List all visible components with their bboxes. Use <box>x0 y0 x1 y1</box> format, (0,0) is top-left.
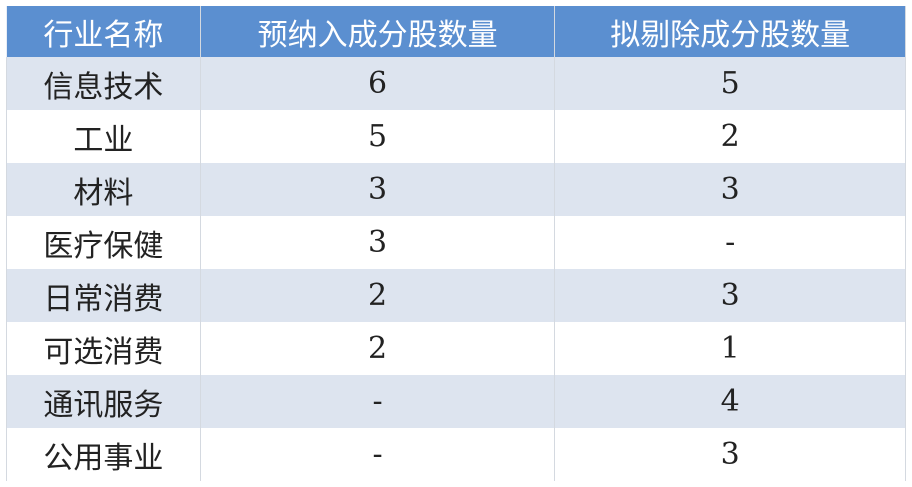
industry-cell: 工业 <box>6 110 201 163</box>
header-row: 行业名称 预纳入成分股数量 拟剔除成分股数量 <box>6 6 906 57</box>
industry-cell: 公用事业 <box>6 428 201 481</box>
remove-count-cell: 3 <box>554 269 906 322</box>
add-count-cell: 2 <box>199 269 556 322</box>
add-count-cell: 5 <box>199 110 556 163</box>
remove-count-cell: 1 <box>554 322 906 375</box>
industry-cell: 信息技术 <box>6 57 201 110</box>
header-add-count: 预纳入成分股数量 <box>199 6 556 57</box>
table-row: 公用事业 -3 <box>6 428 906 481</box>
header-remove-count: 拟剔除成分股数量 <box>554 6 906 57</box>
remove-count-cell: 4 <box>554 375 906 428</box>
add-count-cell: 2 <box>199 322 556 375</box>
industry-cell: 通讯服务 <box>6 375 201 428</box>
remove-count-cell: 2 <box>554 110 906 163</box>
add-count-cell: - <box>199 428 556 481</box>
add-count-cell: - <box>199 375 556 428</box>
table-row: 日常消费 2 3 <box>6 269 906 322</box>
constituent-change-table: 行业名称 预纳入成分股数量 拟剔除成分股数量 信息技术 6 5 工业 5 2 材料 3 3 医疗保… <box>6 6 906 481</box>
table-row: 工业 5 2 <box>6 110 906 163</box>
table-row: 材料 3 3 <box>6 163 906 216</box>
table-row: 信息技术 6 5 <box>6 57 906 110</box>
table-row: 可选消费 2 1 <box>6 322 906 375</box>
remove-count-cell: - <box>554 216 906 269</box>
add-count-cell: 3 <box>199 163 556 216</box>
add-count-cell: 6 <box>199 57 556 110</box>
remove-count-cell: 5 <box>554 57 906 110</box>
table-row: 医疗保健 3- <box>6 216 906 269</box>
table-row: 通讯服务 -4 <box>6 375 906 428</box>
add-count-cell: 3 <box>199 216 556 269</box>
remove-count-cell: 3 <box>554 163 906 216</box>
remove-count-cell: 3 <box>554 428 906 481</box>
industry-cell: 材料 <box>6 163 201 216</box>
industry-cell: 日常消费 <box>6 269 201 322</box>
header-industry: 行业名称 <box>6 6 201 57</box>
industry-cell: 医疗保健 <box>6 216 201 269</box>
industry-cell: 可选消费 <box>6 322 201 375</box>
